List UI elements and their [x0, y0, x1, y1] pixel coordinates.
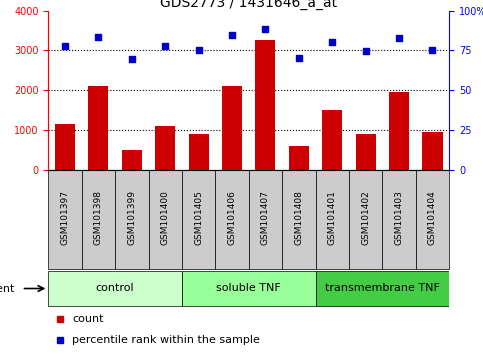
Title: GDS2773 / 1431646_a_at: GDS2773 / 1431646_a_at	[160, 0, 337, 10]
Bar	[122, 150, 142, 170]
FancyBboxPatch shape	[115, 170, 149, 269]
Text: GSM101403: GSM101403	[395, 190, 404, 245]
Text: transmembrane TNF: transmembrane TNF	[325, 283, 440, 293]
FancyBboxPatch shape	[315, 170, 349, 269]
Bar	[189, 134, 209, 170]
Point	[161, 44, 169, 49]
Text: control: control	[96, 283, 134, 293]
Point	[195, 47, 202, 52]
Text: GSM101407: GSM101407	[261, 190, 270, 245]
FancyBboxPatch shape	[48, 170, 82, 269]
Point	[128, 56, 136, 62]
Text: GSM101397: GSM101397	[60, 190, 70, 245]
Point	[295, 55, 303, 61]
Point	[262, 26, 270, 32]
Bar	[155, 126, 175, 170]
Bar	[222, 86, 242, 170]
Point	[61, 44, 69, 49]
Text: GSM101408: GSM101408	[294, 190, 303, 245]
Bar	[423, 132, 442, 170]
Text: percentile rank within the sample: percentile rank within the sample	[72, 335, 260, 345]
FancyBboxPatch shape	[215, 170, 249, 269]
Bar	[88, 86, 109, 170]
Point	[328, 40, 336, 45]
Text: soluble TNF: soluble TNF	[216, 283, 281, 293]
Text: GSM101404: GSM101404	[428, 190, 437, 245]
Text: GSM101400: GSM101400	[161, 190, 170, 245]
Bar	[55, 124, 75, 170]
FancyBboxPatch shape	[82, 170, 115, 269]
Text: GSM101398: GSM101398	[94, 190, 103, 245]
Point	[362, 48, 369, 54]
Bar	[289, 146, 309, 170]
FancyBboxPatch shape	[48, 271, 182, 306]
FancyBboxPatch shape	[149, 170, 182, 269]
FancyBboxPatch shape	[182, 271, 315, 306]
FancyBboxPatch shape	[182, 170, 215, 269]
Text: agent: agent	[0, 284, 15, 293]
Bar	[256, 40, 275, 170]
Text: GSM101406: GSM101406	[227, 190, 237, 245]
Bar	[389, 92, 409, 170]
Point	[395, 36, 403, 41]
FancyBboxPatch shape	[249, 170, 282, 269]
Text: GSM101405: GSM101405	[194, 190, 203, 245]
Bar	[322, 110, 342, 170]
Bar	[355, 134, 376, 170]
Text: GSM101402: GSM101402	[361, 190, 370, 245]
FancyBboxPatch shape	[349, 170, 383, 269]
Point	[228, 33, 236, 38]
Point	[95, 34, 102, 40]
Text: GSM101401: GSM101401	[328, 190, 337, 245]
FancyBboxPatch shape	[315, 271, 449, 306]
Text: count: count	[72, 314, 104, 324]
Point	[428, 47, 436, 53]
FancyBboxPatch shape	[282, 170, 315, 269]
Text: GSM101399: GSM101399	[128, 190, 136, 245]
FancyBboxPatch shape	[416, 170, 449, 269]
FancyBboxPatch shape	[383, 170, 416, 269]
